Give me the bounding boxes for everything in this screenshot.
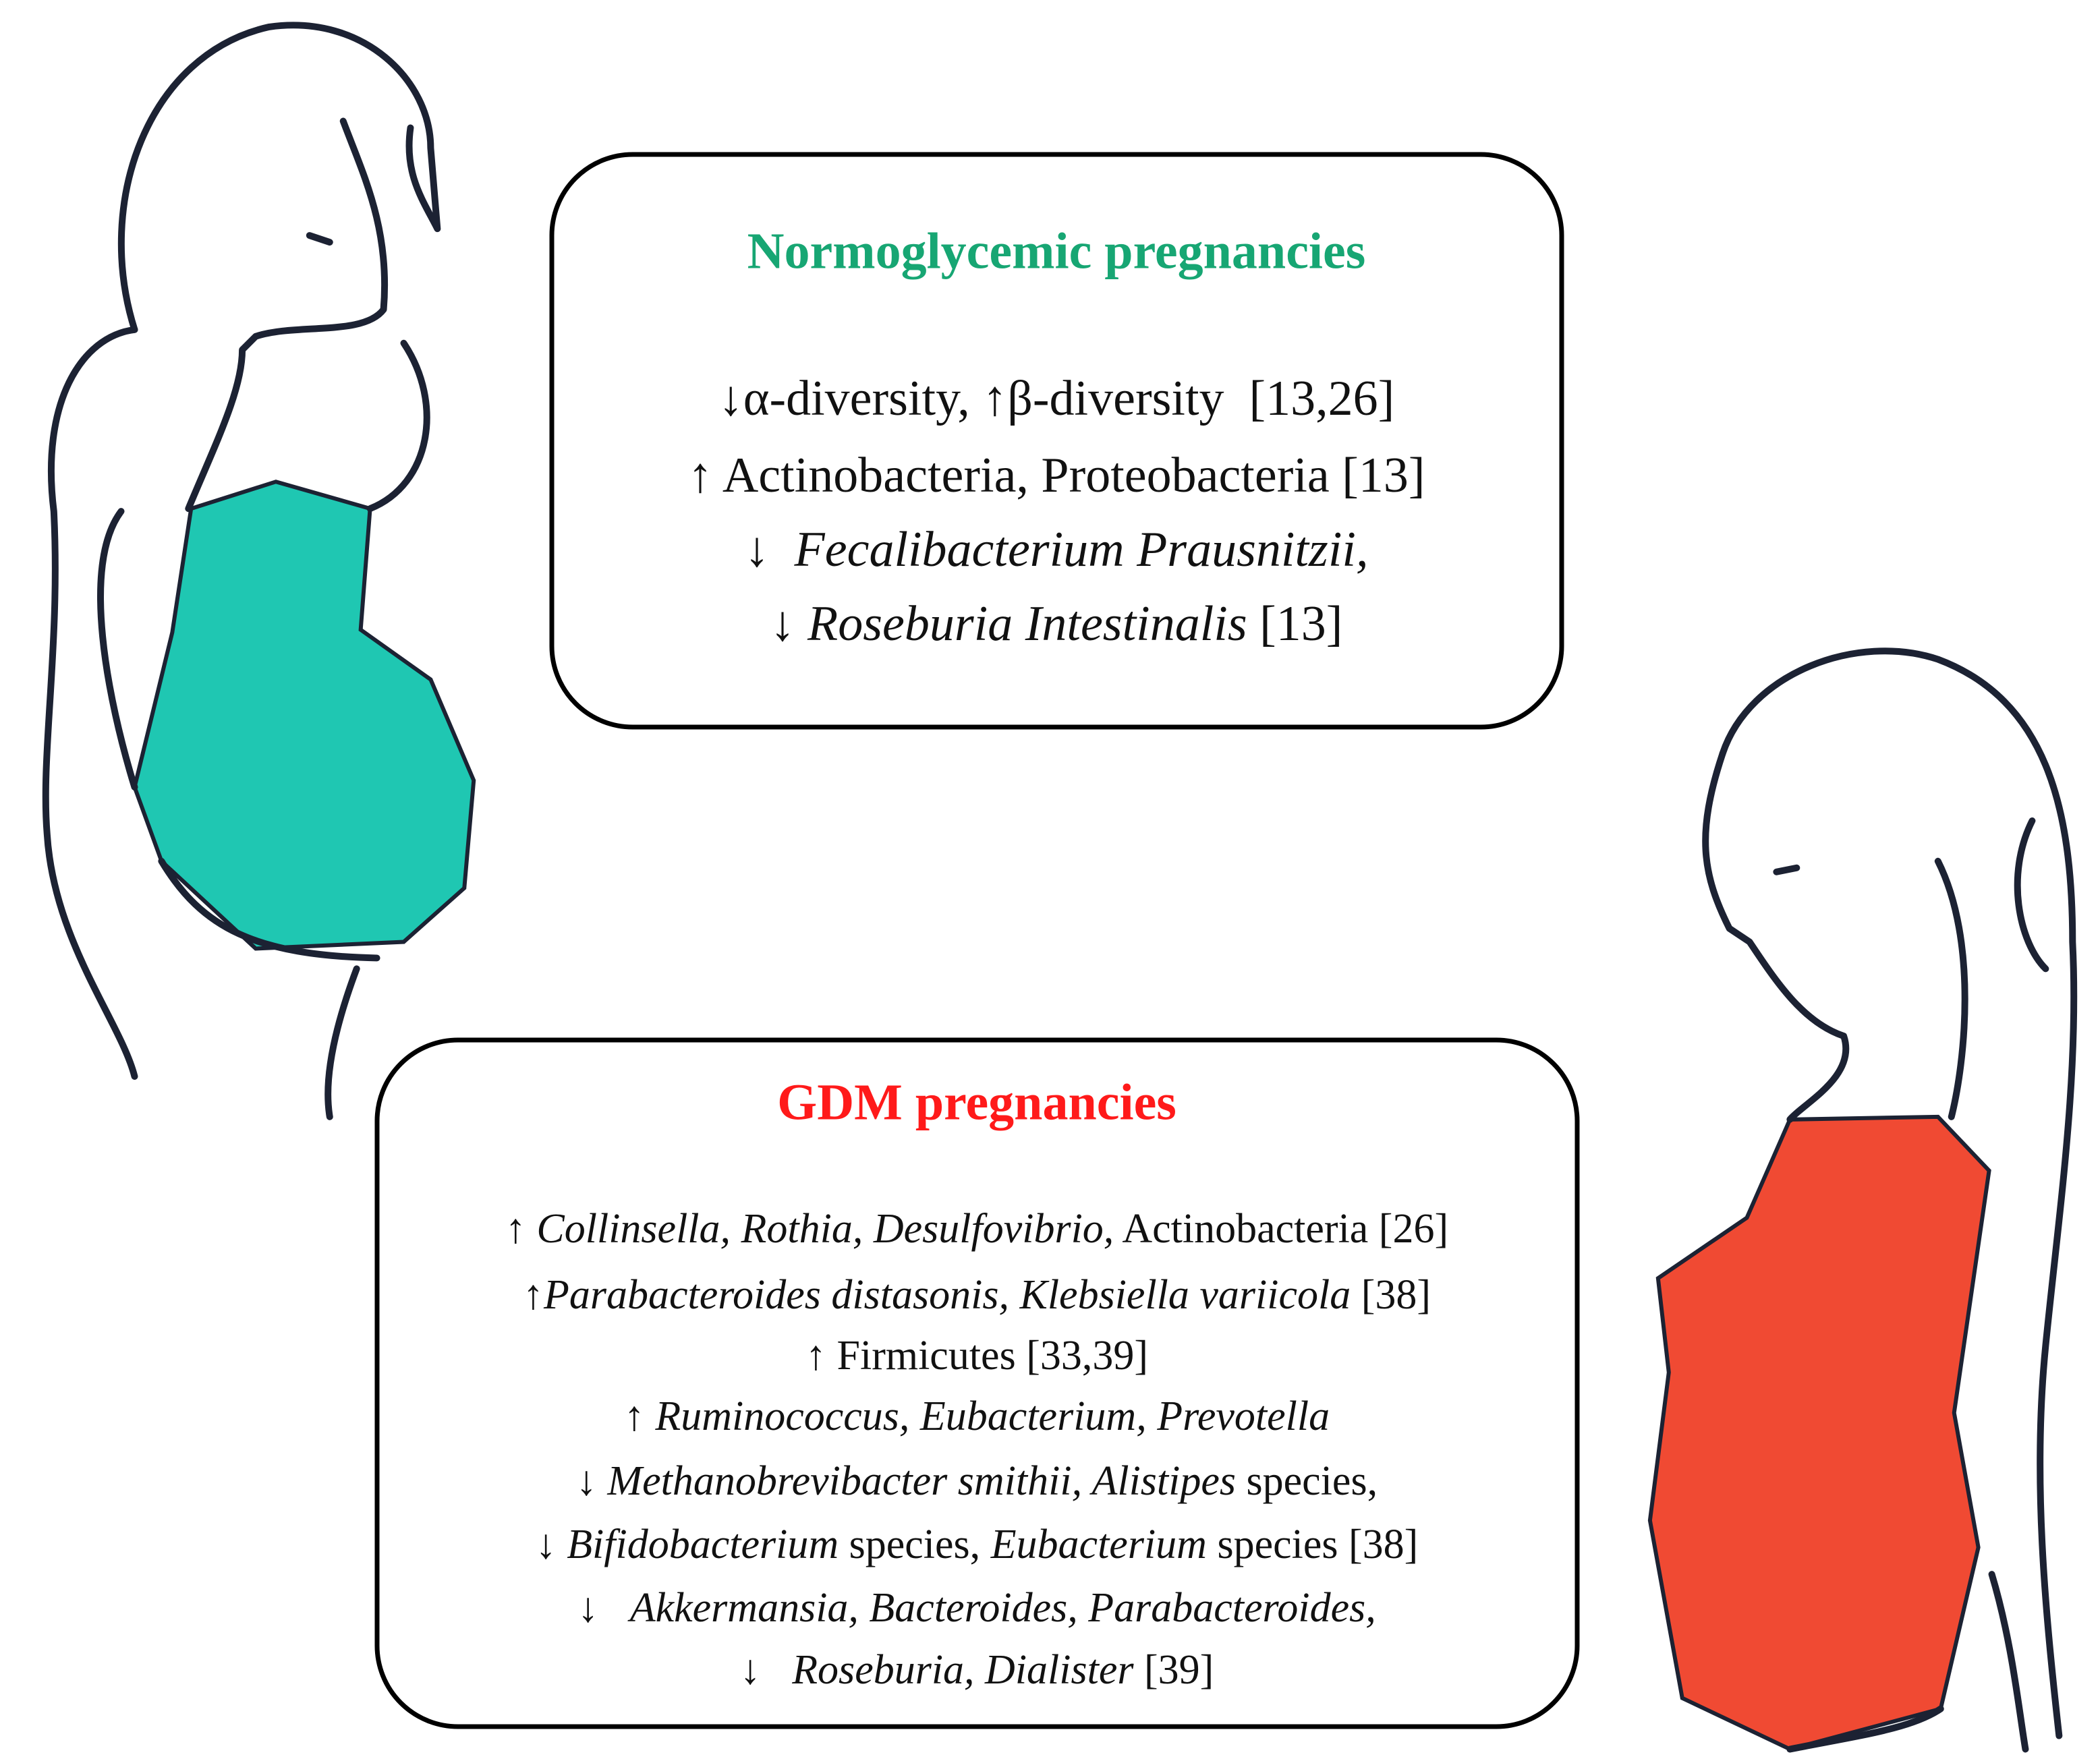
finding-text: [13]	[1247, 596, 1343, 652]
finding-text: ↓	[740, 1647, 793, 1693]
finding-line: ↓ Methanobrevibacter smithii, Alistipes …	[576, 1458, 1378, 1504]
finding-text: ↓	[745, 522, 795, 577]
finding-line: ↓ Roseburia, Dialister [39]	[740, 1647, 1214, 1693]
finding-line: ↑ Ruminococcus, Eubacterium, Prevotella	[624, 1393, 1330, 1439]
finding-line: ↓ Akkermansia, Bacteroides, Parabacteroi…	[577, 1585, 1375, 1631]
finding-line: ↑ Collinsella, Rothia, Desulfovibrio, Ac…	[505, 1206, 1448, 1252]
finding-line: ↓ Roseburia Intestinalis [13]	[770, 596, 1343, 652]
taxon-name: Bifidobacterium	[567, 1522, 839, 1567]
taxon-name: Fecalibacterium Prausnitzii,	[794, 522, 1369, 577]
taxon-name: Akkermansia, Bacteroides, Parabacteroide…	[627, 1585, 1376, 1631]
finding-line: ↓ Bifidobacterium species, Eubacterium s…	[536, 1522, 1419, 1567]
finding-line: ↑ Firmicutes [33,39]	[805, 1333, 1148, 1379]
finding-text: Actinobacteria [26]	[1114, 1206, 1448, 1252]
box-gdm	[374, 1037, 1580, 1729]
finding-text: ↑	[505, 1206, 537, 1252]
finding-text: ↓	[577, 1585, 630, 1631]
belly-normoglycemic	[132, 480, 476, 951]
finding-line: ↓α-diversity, ↑β-diversity [13,26]	[718, 371, 1395, 426]
finding-line: ↓ Fecalibacterium Prausnitzii,	[745, 522, 1369, 577]
finding-text: [38]	[1351, 1272, 1431, 1318]
finding-text: ↑ Actinobacteria, Proteobacteria [13]	[687, 448, 1425, 503]
box-title: GDM pregnancies	[777, 1074, 1176, 1130]
finding-text: ↑ Firmicutes [33,39]	[805, 1333, 1148, 1379]
finding-text: species [38]	[1207, 1522, 1418, 1567]
finding-text: ↓	[770, 596, 808, 652]
finding-text: [39]	[1134, 1647, 1214, 1693]
taxon-name: Ruminococcus, Eubacterium, Prevotella	[654, 1393, 1330, 1439]
finding-text: species,	[839, 1522, 991, 1567]
taxon-name: Parabacteroides distasonis, Klebsiella v…	[543, 1272, 1351, 1318]
belly-gdm	[1647, 1114, 1991, 1752]
finding-line: ↑Parabacteroides distasonis, Klebsiella …	[523, 1272, 1431, 1318]
taxon-name: Roseburia, Dialister	[791, 1647, 1134, 1693]
taxon-name: Roseburia Intestinalis	[807, 596, 1247, 652]
finding-text: ↓	[536, 1522, 567, 1567]
box-title: Normoglycemic pregnancies	[747, 223, 1366, 279]
finding-text: ↑	[523, 1272, 544, 1318]
box-normoglycemic	[549, 152, 1564, 730]
finding-line: ↑ Actinobacteria, Proteobacteria [13]	[687, 448, 1425, 503]
finding-text: ↓	[576, 1458, 608, 1504]
woman-right	[1647, 647, 2078, 1753]
taxon-name: Eubacterium	[990, 1522, 1207, 1567]
taxon-name: Collinsella, Rothia, Desulfovibrio,	[536, 1206, 1114, 1252]
taxon-name: Methanobrevibacter smithii, Alistipes	[606, 1458, 1236, 1504]
finding-text: ↓α-diversity, ↑β-diversity [13,26]	[718, 371, 1395, 426]
woman-left	[42, 22, 476, 1120]
finding-text: species,	[1236, 1458, 1378, 1504]
finding-text: ↑	[624, 1393, 656, 1439]
